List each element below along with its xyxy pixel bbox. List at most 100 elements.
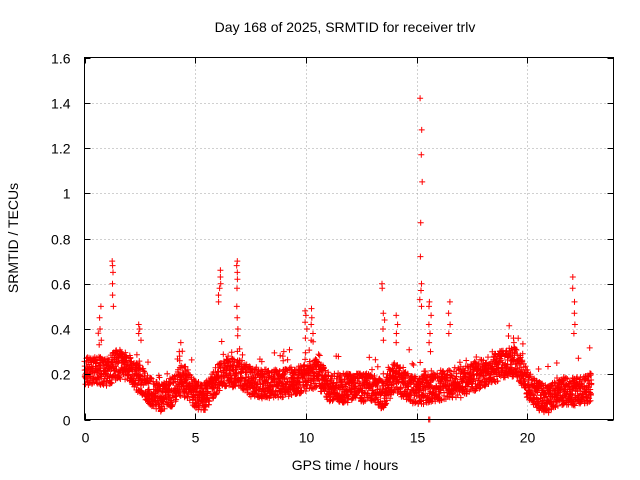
data-point: [234, 258, 241, 265]
data-point: [522, 363, 529, 370]
data-point: [451, 364, 458, 371]
data-point: [284, 356, 291, 363]
data-point: [228, 349, 235, 356]
data-point: [177, 339, 184, 346]
data-point: [233, 303, 240, 310]
data-point: [566, 386, 573, 393]
data-point: [276, 368, 283, 375]
data-point: [133, 351, 140, 358]
data-point: [587, 386, 594, 393]
data-point: [148, 375, 155, 382]
data-point: [519, 357, 526, 364]
data-point: [511, 352, 518, 359]
data-point: [571, 402, 578, 409]
data-point: [436, 390, 443, 397]
data-point: [280, 348, 287, 355]
data-point: [571, 298, 578, 305]
data-point: [438, 397, 445, 404]
data-point: [303, 326, 310, 332]
data-point: [427, 348, 434, 355]
data-point: [564, 376, 571, 382]
data-point: [420, 401, 427, 408]
data-point: [308, 314, 315, 321]
data-point: [258, 358, 265, 365]
data-point: [417, 359, 424, 366]
data-point: [473, 354, 480, 360]
data-point: [428, 367, 435, 374]
data-point: [370, 387, 376, 394]
data-point: [116, 374, 123, 381]
data-point: [418, 151, 425, 158]
y-tick-label: 0.8: [51, 232, 71, 248]
data-point: [109, 292, 116, 299]
data-point: [445, 310, 452, 317]
data-point: [409, 360, 416, 367]
data-point: [418, 303, 425, 310]
data-point: [97, 365, 104, 372]
data-point: [427, 330, 433, 337]
y-tick-label: 0.2: [51, 367, 71, 383]
data-point: [569, 274, 576, 280]
data-point: [206, 398, 213, 405]
data-point: [96, 314, 103, 321]
data-point: [310, 330, 316, 337]
y-tick-label: 0.6: [51, 277, 71, 293]
data-point: [410, 362, 417, 368]
data-point: [176, 357, 183, 364]
data-point: [217, 280, 224, 287]
data-point: [476, 385, 483, 392]
data-point: [297, 378, 303, 385]
data-point: [454, 392, 461, 398]
data-point: [216, 387, 223, 394]
data-point: [302, 319, 309, 326]
data-point: [417, 253, 424, 260]
y-tick-label: 1.6: [51, 51, 71, 67]
data-point: [499, 359, 506, 366]
data-point: [345, 393, 352, 400]
data-point: [469, 383, 476, 390]
data-point: [586, 398, 593, 405]
data-point: [426, 339, 433, 346]
data-point: [545, 363, 551, 370]
data-point: [336, 371, 343, 378]
data-point: [217, 274, 224, 280]
data-point: [302, 349, 309, 356]
data-point: [450, 390, 456, 397]
data-point: [446, 377, 453, 384]
data-point: [397, 385, 404, 392]
data-point: [453, 373, 460, 380]
x-tick-label: 20: [520, 430, 536, 446]
data-point: [393, 330, 400, 337]
y-tick-label: 0.4: [51, 322, 71, 338]
data-point: [447, 368, 454, 374]
data-point: [362, 398, 369, 404]
data-point: [417, 219, 424, 226]
data-point: [195, 379, 202, 385]
data-point: [400, 364, 407, 371]
data-point: [161, 405, 168, 412]
data-point: [524, 367, 531, 373]
data-point: [308, 337, 315, 344]
data-point: [519, 350, 526, 357]
data-point: [570, 330, 577, 337]
data-point: [320, 364, 327, 371]
data-point: [302, 335, 309, 342]
data-point: [202, 407, 209, 413]
data-point: [419, 178, 426, 185]
data-point: [108, 380, 115, 387]
data-point: [416, 296, 423, 303]
data-point: [586, 344, 593, 351]
data-point: [234, 285, 240, 292]
data-point: [417, 95, 424, 102]
data-point: [480, 357, 487, 364]
data-point: [457, 394, 464, 401]
ticks: [84, 57, 614, 421]
plot-frame: [84, 57, 614, 420]
x-tick-label: 10: [299, 430, 315, 446]
y-tick-label: 1.2: [51, 141, 71, 157]
data-point: [494, 378, 501, 384]
y-tick-labels: 0 0.2 0.4 0.6 0.8 1 1.2 1.4 1.6: [51, 51, 71, 429]
data-point: [587, 372, 594, 379]
data-point: [371, 373, 378, 379]
